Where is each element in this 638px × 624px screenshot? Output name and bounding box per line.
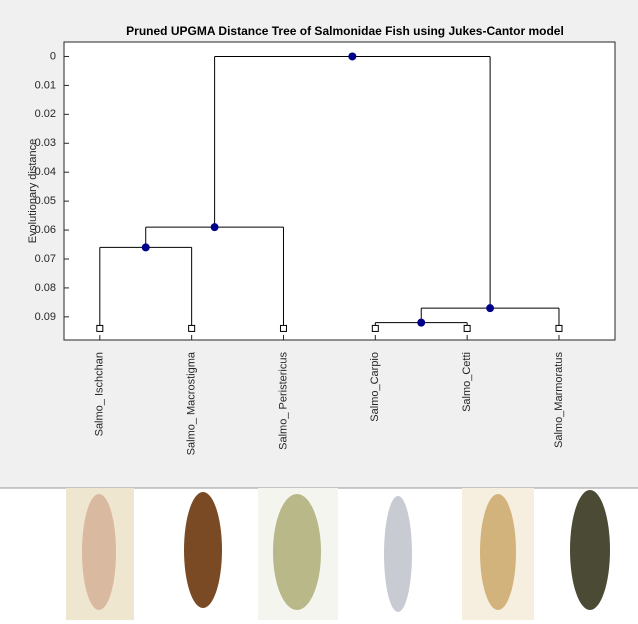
- internal-node: [486, 304, 494, 312]
- y-tick-label: 0.09: [35, 311, 56, 323]
- internal-node: [211, 223, 219, 231]
- y-tick-label: 0.06: [35, 224, 56, 236]
- leaf-label: Salmo_Marmoratus: [553, 352, 565, 448]
- leaf-node: [556, 325, 562, 331]
- internal-node: [348, 52, 356, 60]
- y-tick-label: 0: [50, 50, 56, 62]
- leaf-label: Salmo_Carpio: [369, 352, 381, 422]
- leaf-node: [97, 325, 103, 331]
- fish-image: [82, 494, 116, 610]
- y-tick-label: 0.07: [35, 253, 56, 265]
- fish-image: [184, 492, 222, 608]
- internal-node: [142, 243, 150, 251]
- chart: Pruned UPGMA Distance Tree of Salmonidae…: [0, 0, 638, 624]
- leaf-node: [464, 325, 470, 331]
- plot-area: [64, 42, 615, 340]
- fish-image: [480, 494, 516, 610]
- leaf-node: [189, 325, 195, 331]
- y-tick-label: 0.01: [35, 79, 56, 91]
- chart-title: Pruned UPGMA Distance Tree of Salmonidae…: [126, 24, 564, 38]
- y-tick-label: 0.02: [35, 108, 56, 120]
- y-tick-label: 0.04: [35, 166, 56, 178]
- fish-images: [66, 488, 610, 620]
- leaf-label: Salmo_ Macrostigma: [186, 351, 198, 455]
- leaf-label: Salmo_Cetti: [461, 352, 473, 412]
- y-tick-label: 0.03: [35, 137, 56, 149]
- leaf-node: [280, 325, 286, 331]
- fish-image: [384, 496, 412, 612]
- fish-image: [570, 490, 610, 610]
- y-tick-label: 0.08: [35, 282, 56, 294]
- internal-node: [417, 319, 425, 327]
- leaf-label: Salmo_ Ischchan: [94, 352, 106, 436]
- fish-image: [273, 494, 321, 610]
- leaf-node: [372, 325, 378, 331]
- y-tick-label: 0.05: [35, 195, 56, 207]
- leaf-label: Salmo_ Peristericus: [277, 352, 289, 450]
